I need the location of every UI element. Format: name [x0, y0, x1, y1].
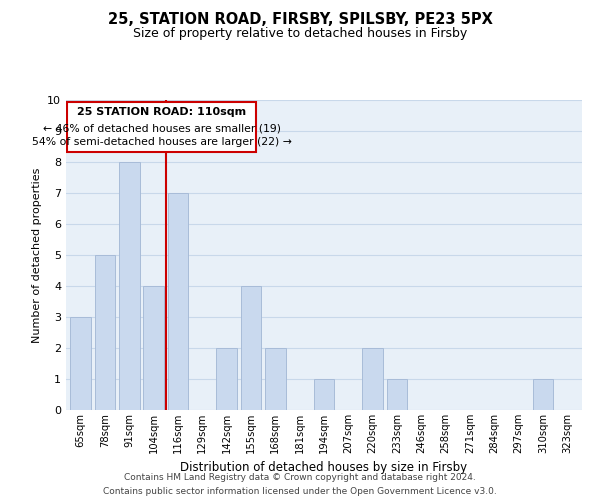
Bar	[386, 379, 407, 410]
Text: Contains HM Land Registry data © Crown copyright and database right 2024.: Contains HM Land Registry data © Crown c…	[124, 473, 476, 482]
Text: 54% of semi-detached houses are larger (22) →: 54% of semi-detached houses are larger (…	[32, 137, 292, 147]
Text: 25, STATION ROAD, FIRSBY, SPILSBY, PE23 5PX: 25, STATION ROAD, FIRSBY, SPILSBY, PE23 …	[107, 12, 493, 28]
Bar	[362, 348, 383, 410]
Text: ← 46% of detached houses are smaller (19): ← 46% of detached houses are smaller (19…	[43, 124, 281, 134]
Bar	[95, 255, 115, 410]
Text: Contains public sector information licensed under the Open Government Licence v3: Contains public sector information licen…	[103, 486, 497, 496]
Y-axis label: Number of detached properties: Number of detached properties	[32, 168, 41, 342]
Bar	[143, 286, 164, 410]
Bar	[314, 379, 334, 410]
Text: Size of property relative to detached houses in Firsby: Size of property relative to detached ho…	[133, 28, 467, 40]
FancyBboxPatch shape	[67, 102, 256, 152]
Bar	[241, 286, 262, 410]
Bar	[533, 379, 553, 410]
Bar	[265, 348, 286, 410]
X-axis label: Distribution of detached houses by size in Firsby: Distribution of detached houses by size …	[181, 462, 467, 474]
Bar	[70, 317, 91, 410]
Bar	[119, 162, 140, 410]
Text: 25 STATION ROAD: 110sqm: 25 STATION ROAD: 110sqm	[77, 108, 246, 118]
Bar	[216, 348, 237, 410]
Bar	[167, 193, 188, 410]
